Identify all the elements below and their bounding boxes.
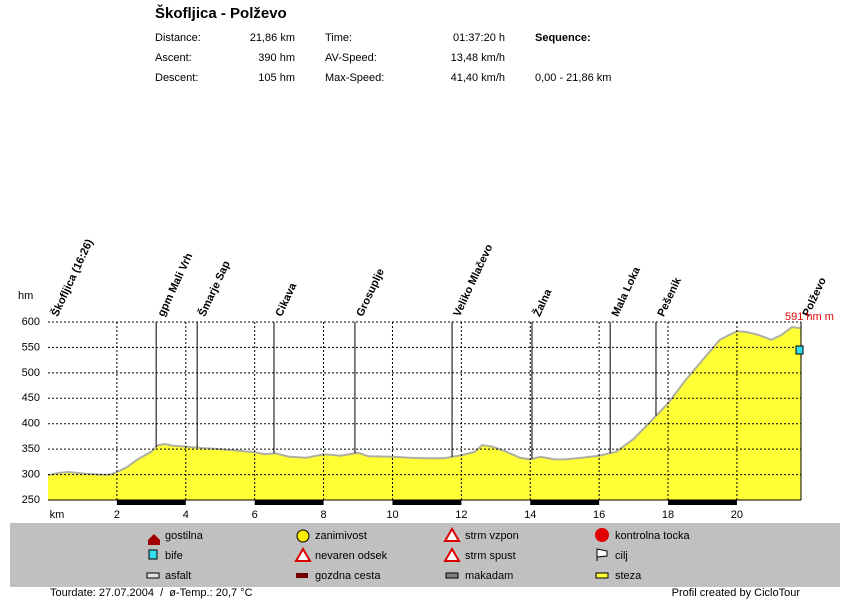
place-label: gpm Mali Vrh: [156, 251, 196, 318]
legend-label: gozdna cesta: [315, 570, 381, 582]
scale-bar: [392, 500, 462, 505]
legend-label: steza: [615, 570, 642, 582]
x-tick-label: 20: [731, 509, 743, 521]
y-tick-label: 250: [22, 494, 40, 506]
x-tick-label: 10: [386, 509, 398, 521]
icon: [294, 547, 312, 562]
y-tick-label: 350: [22, 443, 40, 455]
icon: [146, 572, 160, 579]
legend-item: asfalt: [146, 570, 191, 582]
legend-label: bife: [165, 550, 183, 562]
y-tick-label: 300: [22, 468, 40, 480]
legend-item: steza: [595, 570, 642, 582]
icon: [596, 548, 608, 561]
place-label: Škofljica (16:26): [49, 237, 96, 319]
sequence: 0,00 - 21,86 km: [535, 72, 611, 84]
y-tick-label: 450: [22, 392, 40, 404]
y-tick-label: 400: [22, 418, 40, 430]
place-label: Grosuplje: [354, 267, 387, 319]
y-tick-label: 550: [22, 341, 40, 353]
elevation-area: [48, 327, 801, 500]
legend-label: zanimivost: [315, 530, 367, 542]
stat-label: Distance:: [155, 32, 201, 44]
stat-value: 390 hm: [258, 52, 295, 64]
stat-value: 41,40 km/h: [451, 72, 505, 84]
stat-value: 13,48 km/h: [451, 52, 505, 64]
x-tick-label: 16: [593, 509, 605, 521]
icon: [443, 527, 461, 542]
icon: [148, 549, 158, 560]
place-label: Pešenik: [655, 275, 684, 319]
legend-label: cilj: [615, 550, 628, 562]
y-axis-label: hm: [18, 290, 33, 302]
icon: [445, 572, 459, 579]
bife-icon: [795, 345, 804, 355]
legend-item: gozdna cesta: [296, 570, 381, 582]
stat-label: Time:: [325, 32, 352, 44]
scale-bar: [530, 500, 600, 505]
stat-label: AV-Speed:: [325, 52, 377, 64]
place-label: Šmarje Sap: [196, 258, 233, 318]
legend-label: kontrolna tocka: [615, 530, 690, 542]
stat-label: Ascent:: [155, 52, 192, 64]
x-tick-label: 4: [183, 509, 189, 521]
place-label: Žalna: [531, 286, 555, 318]
x-tick-label: 6: [252, 509, 258, 521]
scale-bar: [668, 500, 737, 505]
stat-label: Max-Speed:: [325, 72, 384, 84]
legend-item: cilj: [596, 548, 628, 562]
stat-value: 105 hm: [258, 72, 295, 84]
legend-box: [10, 523, 840, 587]
legend-item: makadam: [445, 570, 513, 582]
sequence-label: Sequence:: [535, 32, 591, 44]
icon: [296, 529, 310, 543]
credit: Profil created by CicloTour: [672, 587, 801, 599]
legend-item: zanimivost: [296, 529, 367, 543]
icon: [148, 534, 160, 545]
scale-bar: [116, 500, 186, 505]
end-label: 591 hm m: [785, 311, 834, 323]
icon: [296, 573, 308, 578]
legend-label: asfalt: [165, 570, 191, 582]
legend-label: makadam: [465, 570, 513, 582]
title: Škofljica - Polževo: [155, 4, 287, 22]
legend-label: strm spust: [465, 550, 516, 562]
scale-bar: [254, 500, 324, 505]
x-tick-label: 18: [662, 509, 674, 521]
legend-item: bife: [148, 549, 183, 562]
icon: [595, 572, 609, 579]
legend-label: nevaren odsek: [315, 550, 388, 562]
icon: [595, 528, 609, 542]
legend-item: gostilna: [148, 530, 204, 545]
place-label: Cikava: [273, 280, 299, 318]
stat-value: 01:37:20 h: [453, 32, 505, 44]
legend-item: strm vzpon: [443, 527, 519, 542]
x-tick-label: 14: [524, 509, 536, 521]
legend-item: strm spust: [443, 547, 516, 562]
y-tick-label: 500: [22, 367, 40, 379]
y-tick-label: 600: [22, 316, 40, 328]
tour-info: Tourdate: 27.07.2004 / ø-Temp.: 20,7 °C: [50, 587, 253, 599]
place-label: Mala Loka: [610, 264, 644, 318]
legend-label: strm vzpon: [465, 530, 519, 542]
legend-item: nevaren odsek: [294, 547, 388, 562]
stat-label: Descent:: [155, 72, 198, 84]
stat-value: 21,86 km: [250, 32, 295, 44]
place-label: Veliko Mlačevo: [452, 242, 496, 318]
x-tick-label: 12: [455, 509, 467, 521]
x-tick-label: 8: [321, 509, 327, 521]
legend-label: gostilna: [165, 530, 204, 542]
legend-item: kontrolna tocka: [595, 528, 690, 542]
x-tick-label: 2: [114, 509, 120, 521]
elevation-line: [47, 326, 802, 477]
x-axis-label: km: [50, 509, 65, 521]
icon: [443, 547, 461, 562]
